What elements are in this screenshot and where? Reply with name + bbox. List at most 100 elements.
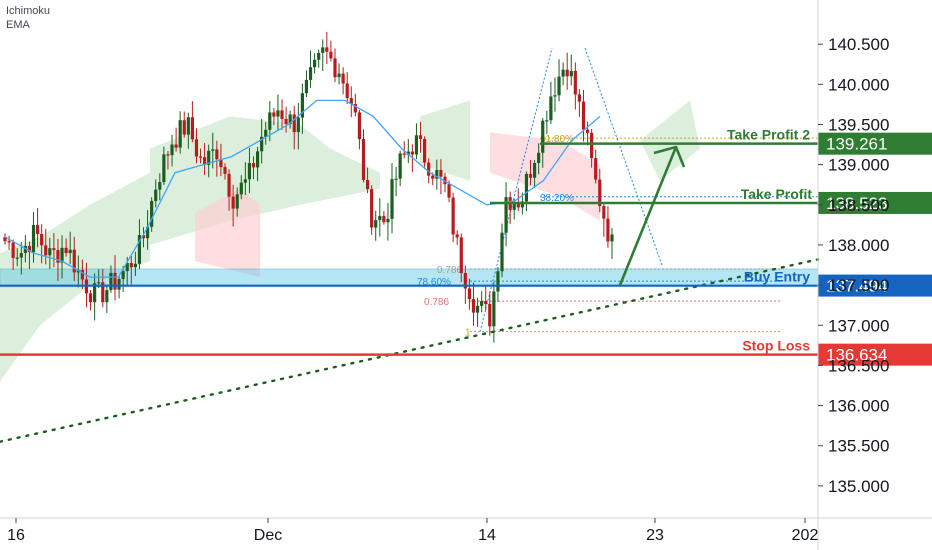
candle — [480, 291, 484, 313]
candle-body — [520, 201, 524, 208]
candle — [207, 144, 211, 178]
candle-body — [68, 249, 72, 254]
x-tick-label: 16 — [7, 527, 25, 544]
cloud-segment — [420, 100, 470, 181]
candle-body — [337, 73, 341, 78]
candle — [158, 173, 162, 201]
candle — [247, 147, 252, 194]
y-tick-label: 138.000 — [828, 236, 889, 255]
candle-body — [594, 158, 598, 180]
candle-body — [97, 282, 101, 284]
candle — [370, 185, 374, 235]
candle-body — [101, 282, 105, 303]
candle — [594, 149, 598, 184]
fib-ray-left — [479, 48, 553, 332]
candle-body — [390, 179, 394, 219]
candle — [174, 127, 178, 152]
trade-levels: Take Profit 2 139.261 Take Profit 138.523 Bu… — [0, 127, 932, 366]
candle — [19, 241, 23, 275]
candle-body — [44, 245, 48, 256]
candle-body — [524, 173, 529, 202]
candle-body — [423, 138, 427, 163]
candle-body — [317, 52, 321, 60]
candle — [255, 146, 260, 182]
y-tick-label: 135.000 — [828, 477, 889, 496]
take-profit-label: Take Profit — [741, 186, 813, 202]
candle-body — [129, 263, 133, 268]
candle — [467, 278, 472, 310]
candle-body — [174, 144, 178, 148]
candle — [190, 101, 194, 143]
fib-786a-label: 0.786 — [437, 265, 462, 276]
x-tick-label: 202 — [792, 527, 819, 544]
candle — [386, 202, 390, 241]
candle — [549, 81, 553, 125]
candle — [402, 141, 406, 159]
candle-body — [459, 237, 463, 274]
candle — [598, 168, 602, 213]
candle — [590, 128, 594, 168]
candle-body — [113, 272, 117, 290]
take-profit-price-tag — [818, 191, 932, 214]
candle — [133, 251, 137, 277]
candle — [40, 224, 44, 264]
y-tick-label: 138.500 — [828, 196, 889, 215]
candle-body — [109, 272, 113, 291]
candle-body — [239, 182, 243, 195]
candle — [105, 284, 109, 314]
candle-body — [27, 245, 32, 253]
candle — [528, 159, 533, 186]
candle — [308, 50, 313, 88]
candle-body — [414, 135, 419, 155]
candle-body — [439, 169, 443, 177]
candle-body — [565, 69, 569, 77]
y-tick-label: 140.500 — [828, 35, 889, 54]
candle — [565, 52, 569, 90]
candle-body — [288, 114, 292, 125]
candle-body — [590, 132, 594, 159]
candle-body — [272, 112, 276, 117]
candle-body — [276, 110, 280, 117]
x-tick-label: 23 — [646, 527, 664, 544]
candle-body — [374, 220, 378, 228]
y-tick-label: 137.500 — [828, 276, 889, 295]
candle-body — [207, 150, 211, 165]
candle — [374, 210, 378, 241]
candle-body — [357, 112, 362, 140]
indicator-label-ichimoku: Ichimoku — [6, 5, 51, 17]
candle-body — [219, 159, 223, 168]
candle — [264, 122, 268, 145]
candle — [272, 108, 276, 126]
candle-body — [40, 234, 44, 246]
target-arrow — [618, 145, 686, 286]
candle-body — [545, 120, 549, 122]
candle-body — [260, 136, 264, 152]
candle-body — [463, 273, 467, 289]
candle-body — [251, 163, 256, 168]
candle-body — [3, 237, 7, 242]
candle-body — [223, 167, 227, 174]
candle — [378, 198, 382, 237]
candle-body — [569, 70, 573, 77]
candle — [423, 136, 427, 170]
candle-body — [190, 117, 194, 140]
candle-body — [418, 135, 423, 139]
target-arrow-head — [653, 145, 686, 168]
candle — [577, 89, 582, 117]
candle — [606, 206, 610, 248]
candle-body — [561, 69, 565, 77]
candle — [227, 169, 231, 211]
candle-body — [31, 224, 36, 253]
buy-entry-price-label: 137.494 — [826, 277, 887, 296]
candle-body — [117, 279, 121, 290]
candle-body — [300, 93, 304, 118]
candle-body — [88, 293, 93, 303]
buy-entry-label: Buy Entry — [744, 269, 810, 285]
y-tick-label: 140.000 — [828, 75, 889, 94]
fib-618-label: 61.80% — [540, 134, 574, 145]
candle — [524, 171, 529, 212]
candle — [235, 187, 239, 217]
candle — [557, 59, 561, 102]
candle-body — [186, 117, 190, 135]
